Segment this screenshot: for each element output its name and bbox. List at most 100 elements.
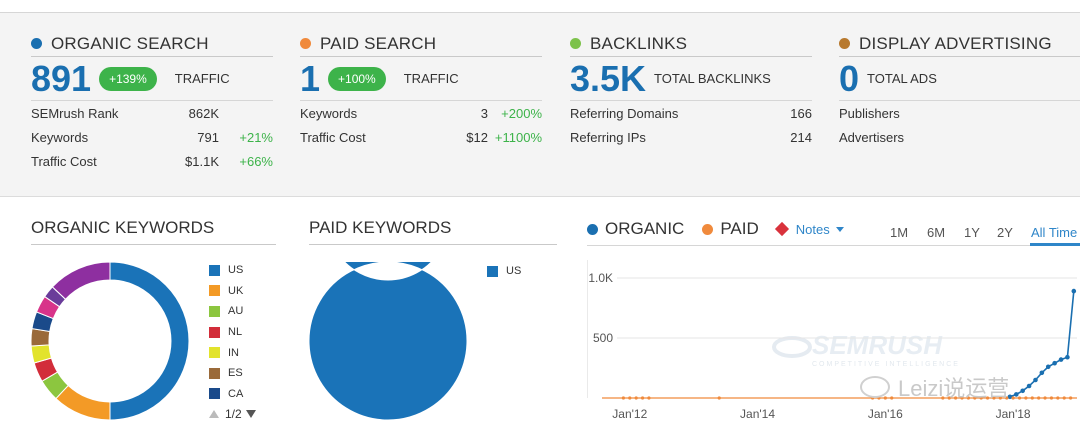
paid-point[interactable] bbox=[1056, 396, 1060, 400]
organic-keywords-title: ORGANIC KEYWORDS bbox=[31, 218, 276, 245]
paid-point[interactable] bbox=[1011, 396, 1015, 400]
row-label: Keywords bbox=[300, 105, 358, 121]
legend-swatch bbox=[209, 326, 220, 338]
x-tick-label: Jan'18 bbox=[996, 407, 1031, 421]
legend-item-us[interactable]: US bbox=[209, 260, 256, 281]
organic-point[interactable] bbox=[1071, 288, 1077, 294]
legend-item-nl[interactable]: NL bbox=[209, 322, 256, 343]
top-divider bbox=[0, 12, 1080, 13]
paid-point[interactable] bbox=[1049, 396, 1054, 400]
donut-slice[interactable] bbox=[51, 262, 111, 300]
paid-point[interactable] bbox=[640, 396, 645, 400]
organic-point[interactable] bbox=[1058, 357, 1064, 362]
legend-pager: 1/2 bbox=[209, 404, 256, 424]
backlinks-header: BACKLINKS bbox=[570, 34, 812, 57]
legend-swatch bbox=[209, 347, 220, 359]
row-value[interactable]: 214 bbox=[790, 129, 812, 145]
organic-search-card[interactable]: ORGANIC SEARCH 891 +139% TRAFFIC SEMrush… bbox=[31, 34, 273, 173]
legend-swatch bbox=[209, 285, 220, 297]
range-1y[interactable]: 1Y bbox=[964, 225, 980, 240]
legend-label: NL bbox=[228, 326, 243, 339]
donut-slice[interactable] bbox=[309, 262, 468, 421]
organic-point[interactable] bbox=[1014, 392, 1019, 397]
row-value[interactable]: $12 bbox=[466, 129, 488, 145]
account-watermark: Leizi说运营 bbox=[860, 371, 1009, 403]
row-value[interactable]: $1.1K bbox=[185, 153, 219, 169]
backlinks-total-label: TOTAL BACKLINKS bbox=[654, 71, 771, 86]
organic-point[interactable] bbox=[1045, 364, 1051, 370]
organic-point[interactable] bbox=[1026, 383, 1032, 389]
notes-label-wrap: Notes bbox=[796, 222, 844, 237]
range-all-time[interactable]: All Time bbox=[1031, 225, 1078, 240]
page-down-icon[interactable] bbox=[245, 410, 256, 419]
row-value[interactable]: 862K bbox=[188, 105, 219, 121]
paid-point[interactable] bbox=[1062, 396, 1066, 400]
paid-point[interactable] bbox=[985, 396, 990, 400]
legend-item-us[interactable]: US bbox=[487, 261, 521, 282]
paid-point[interactable] bbox=[941, 396, 945, 400]
paid-point[interactable] bbox=[647, 396, 651, 400]
paid-point[interactable] bbox=[947, 396, 951, 400]
paid-point[interactable] bbox=[1017, 396, 1022, 400]
paid-point[interactable] bbox=[890, 396, 894, 400]
paid-point[interactable] bbox=[1069, 396, 1073, 400]
organic-point[interactable] bbox=[1065, 354, 1070, 360]
paid-point[interactable] bbox=[979, 396, 983, 400]
row-value[interactable]: 3 bbox=[480, 105, 488, 121]
paid-point[interactable] bbox=[954, 396, 958, 400]
paid-keywords-donut[interactable] bbox=[309, 262, 469, 422]
legend-item-in[interactable]: IN bbox=[209, 342, 256, 363]
paid-traffic-row: 1 +100% TRAFFIC bbox=[300, 57, 542, 101]
paid-point[interactable] bbox=[1024, 396, 1028, 400]
paid-search-card[interactable]: PAID SEARCH 1 +100% TRAFFIC Keywords 3 +… bbox=[300, 34, 542, 149]
paid-point[interactable] bbox=[1030, 396, 1034, 400]
paid-point[interactable] bbox=[992, 396, 996, 400]
caret-down-icon bbox=[835, 226, 844, 232]
paid-point[interactable] bbox=[1005, 396, 1009, 400]
legend-label: UK bbox=[228, 284, 244, 297]
paid-point[interactable] bbox=[1037, 396, 1041, 400]
paid-point[interactable] bbox=[973, 396, 977, 400]
row-value[interactable]: 791 bbox=[197, 129, 219, 145]
paid-point[interactable] bbox=[628, 396, 632, 400]
paid-point[interactable] bbox=[960, 396, 964, 400]
paid-point[interactable] bbox=[717, 396, 721, 400]
organic-point[interactable] bbox=[1052, 360, 1057, 366]
range-1m[interactable]: 1M bbox=[890, 225, 909, 240]
row-label: SEMrush Rank bbox=[31, 105, 119, 121]
trend-chart[interactable]: SEMRUSH COMPETITIVE INTELLIGENCE 500 1.0K… bbox=[587, 250, 1080, 430]
paid-point[interactable] bbox=[634, 396, 638, 400]
pager-text: 1/2 bbox=[225, 407, 242, 422]
notes-dropdown[interactable]: Notes bbox=[774, 222, 844, 237]
legend-item-au[interactable]: AU bbox=[209, 301, 256, 322]
organic-point[interactable] bbox=[1007, 394, 1013, 400]
display-advertising-card[interactable]: DISPLAY ADVERTISING 0 TOTAL ADS Publishe… bbox=[839, 34, 1080, 149]
organic-traffic-value[interactable]: 891 bbox=[31, 57, 92, 99]
legend-item-uk[interactable]: UK bbox=[209, 281, 256, 302]
backlinks-card[interactable]: BACKLINKS 3.5K TOTAL BACKLINKS Referring… bbox=[570, 34, 812, 149]
paid-point[interactable] bbox=[883, 396, 887, 400]
paid-point[interactable] bbox=[621, 396, 625, 400]
summary-panel: ORGANIC SEARCH 891 +139% TRAFFIC SEMrush… bbox=[0, 13, 1080, 197]
organic-point[interactable] bbox=[1039, 370, 1045, 376]
row-value[interactable]: 166 bbox=[790, 105, 812, 121]
legend-organic[interactable]: ORGANIC bbox=[587, 219, 684, 239]
organic-point[interactable] bbox=[1020, 388, 1025, 394]
paid-point[interactable] bbox=[966, 396, 970, 400]
donut-slice[interactable] bbox=[109, 262, 190, 421]
paid-traffic-value[interactable]: 1 bbox=[300, 57, 321, 99]
paid-point[interactable] bbox=[1043, 396, 1047, 400]
organic-search-header: ORGANIC SEARCH bbox=[31, 34, 273, 57]
backlinks-total-value[interactable]: 3.5K bbox=[570, 57, 647, 99]
paid-point[interactable] bbox=[998, 396, 1002, 400]
display-total-value[interactable]: 0 bbox=[839, 57, 860, 99]
row-label: Referring IPs bbox=[570, 129, 646, 145]
legend-paid[interactable]: PAID bbox=[702, 219, 759, 239]
range-6m[interactable]: 6M bbox=[927, 225, 946, 240]
page-up-icon[interactable] bbox=[209, 410, 219, 419]
organic-point[interactable] bbox=[1033, 377, 1038, 383]
range-2y[interactable]: 2Y bbox=[997, 225, 1013, 240]
legend-item-es[interactable]: ES bbox=[209, 363, 256, 384]
organic-keywords-donut[interactable] bbox=[31, 262, 191, 422]
legend-item-ca[interactable]: CA bbox=[209, 384, 256, 405]
